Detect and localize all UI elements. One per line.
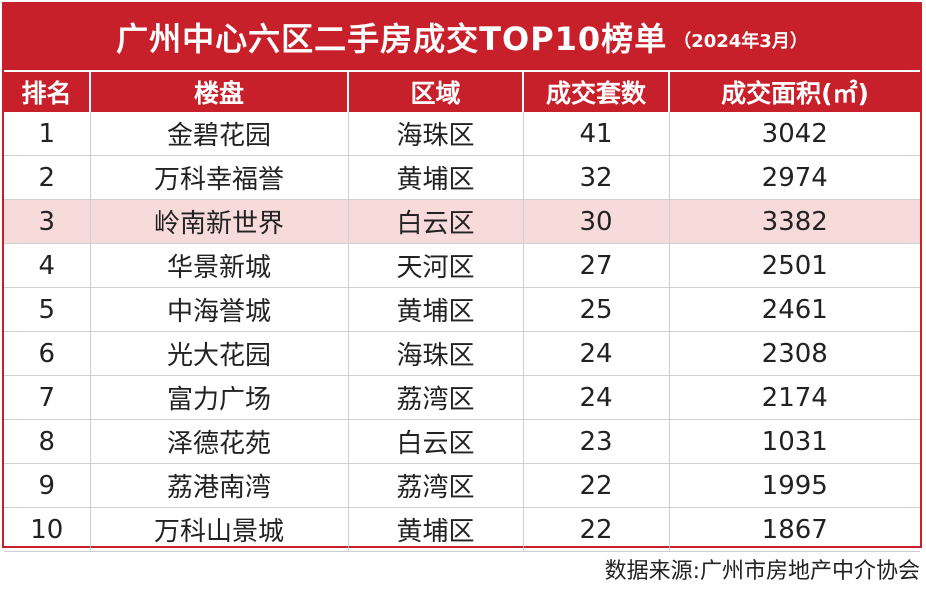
table-row: 2 万科幸福誉 黄埔区 32 2974 — [4, 155, 920, 200]
cell-rank: 7 — [4, 375, 90, 420]
cell-district: 白云区 — [347, 199, 523, 244]
cell-rank: 6 — [4, 331, 90, 376]
cell-area: 3382 — [668, 199, 920, 244]
cell-rank: 8 — [4, 419, 90, 464]
table-body: 1 金碧花园 海珠区 41 3042 2 万科幸福誉 黄埔区 32 2974 3 岭南新世界 白云区 30… — [4, 112, 920, 552]
ranking-table: 排名 楼盘 区域 成交套数 成交面积(㎡) 1 金碧花园 海珠区 41 3042 2 万科幸… — [4, 70, 920, 552]
cell-estate: 富力广场 — [89, 375, 348, 420]
cell-rank: 2 — [4, 155, 90, 200]
header-units: 成交套数 — [522, 70, 669, 112]
cell-area: 2974 — [668, 155, 920, 200]
header-district: 区域 — [347, 70, 523, 112]
cell-estate: 岭南新世界 — [89, 199, 348, 244]
title-date: （2024年3月） — [673, 31, 808, 52]
table-row: 6 光大花园 海珠区 24 2308 — [4, 331, 920, 376]
title-bar: 广州中心六区二手房成交TOP10榜单 （2024年3月） — [4, 4, 920, 70]
ranking-card: 广州中心六区二手房成交TOP10榜单 （2024年3月） 排名 楼盘 区域 成交… — [2, 2, 922, 552]
source-note: 数据来源:广州市房地产中介协会 — [604, 559, 920, 584]
header-rank: 排名 — [4, 70, 90, 112]
table-row: 9 荔港南湾 荔湾区 22 1995 — [4, 463, 920, 508]
cell-district: 荔湾区 — [347, 375, 523, 420]
cell-area: 1867 — [668, 507, 920, 552]
cell-rank: 5 — [4, 287, 90, 332]
header-estate: 楼盘 — [89, 70, 348, 112]
cell-units: 24 — [522, 375, 669, 420]
header-area: 成交面积(㎡) — [668, 70, 920, 112]
page-title: 广州中心六区二手房成交TOP10榜单 — [116, 20, 668, 58]
cell-estate: 中海誉城 — [89, 287, 348, 332]
cell-rank: 1 — [4, 112, 90, 156]
cell-units: 41 — [522, 112, 669, 156]
cell-area: 1995 — [668, 463, 920, 508]
cell-rank: 4 — [4, 243, 90, 288]
cell-area: 2501 — [668, 243, 920, 288]
cell-estate: 华景新城 — [89, 243, 348, 288]
cell-units: 22 — [522, 507, 669, 552]
cell-area: 2174 — [668, 375, 920, 420]
cell-estate: 荔港南湾 — [89, 463, 348, 508]
cell-district: 黄埔区 — [347, 507, 523, 552]
cell-district: 天河区 — [347, 243, 523, 288]
cell-area: 1031 — [668, 419, 920, 464]
cell-district: 荔湾区 — [347, 463, 523, 508]
table-row: 7 富力广场 荔湾区 24 2174 — [4, 375, 920, 420]
cell-estate: 泽德花苑 — [89, 419, 348, 464]
cell-district: 黄埔区 — [347, 155, 523, 200]
cell-units: 24 — [522, 331, 669, 376]
table-row: 5 中海誉城 黄埔区 25 2461 — [4, 287, 920, 332]
cell-estate: 金碧花园 — [89, 112, 348, 156]
table-row: 3 岭南新世界 白云区 30 3382 — [4, 199, 920, 244]
cell-district: 白云区 — [347, 419, 523, 464]
table-row: 10 万科山景城 黄埔区 22 1867 — [4, 507, 920, 552]
cell-district: 海珠区 — [347, 112, 523, 156]
cell-units: 32 — [522, 155, 669, 200]
cell-estate: 光大花园 — [89, 331, 348, 376]
table-header-row: 排名 楼盘 区域 成交套数 成交面积(㎡) — [4, 70, 920, 112]
table-row: 4 华景新城 天河区 27 2501 — [4, 243, 920, 288]
cell-estate: 万科山景城 — [89, 507, 348, 552]
cell-district: 海珠区 — [347, 331, 523, 376]
cell-units: 27 — [522, 243, 669, 288]
cell-estate: 万科幸福誉 — [89, 155, 348, 200]
cell-units: 22 — [522, 463, 669, 508]
cell-rank: 9 — [4, 463, 90, 508]
cell-rank: 3 — [4, 199, 90, 244]
table-row: 8 泽德花苑 白云区 23 1031 — [4, 419, 920, 464]
cell-rank: 10 — [4, 507, 90, 552]
cell-units: 23 — [522, 419, 669, 464]
cell-area: 2461 — [668, 287, 920, 332]
cell-area: 2308 — [668, 331, 920, 376]
cell-units: 25 — [522, 287, 669, 332]
table-row: 1 金碧花园 海珠区 41 3042 — [4, 112, 920, 156]
cell-units: 30 — [522, 199, 669, 244]
cell-area: 3042 — [668, 112, 920, 156]
cell-district: 黄埔区 — [347, 287, 523, 332]
